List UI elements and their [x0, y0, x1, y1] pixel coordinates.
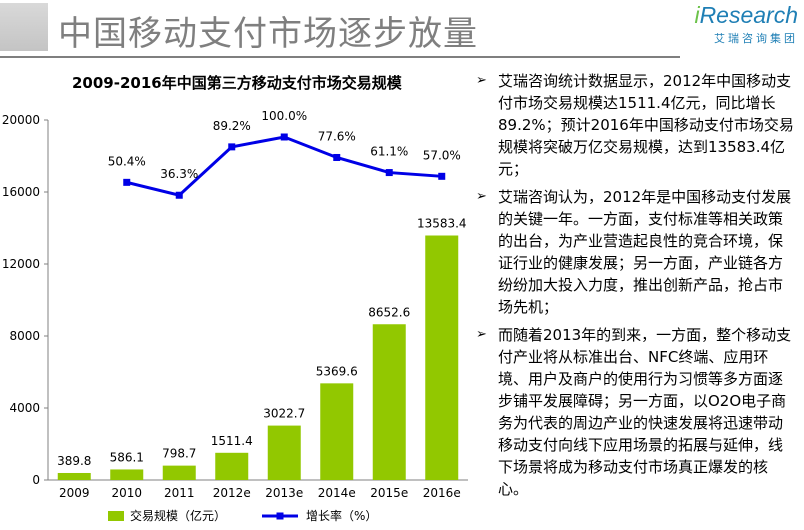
bar — [110, 469, 144, 480]
x-tick-label: 2009 — [59, 486, 90, 500]
transaction-scale-chart: 0 4000 8000 12000 16000 20000 389.8 2009 586.1 20… — [2, 109, 468, 523]
growth-rate-point — [333, 153, 341, 161]
page-title: 中国移动支付市场逐步放量 — [58, 14, 478, 54]
bullet-item: ➢ 艾瑞咨询统计数据显示，2012年中国移动支付市场交易规模达1511.4亿元，… — [476, 70, 794, 180]
x-tick-label: 2012e — [213, 486, 251, 500]
growth-rate-label: 50.4% — [108, 154, 146, 168]
bar-value-label: 5369.6 — [316, 364, 358, 378]
chart-title: 2009-2016年中国第三方移动支付市场交易规模 — [72, 74, 402, 92]
iresearch-logo: iResearch 艾瑞咨询集团 — [668, 2, 798, 52]
y-tick-label: 12000 — [2, 257, 40, 271]
bullet-item: ➢ 艾瑞咨询认为，2012年是中国移动支付发展的关键一年。一方面，支付标准等相关… — [476, 186, 794, 318]
logo-subtitle: 艾瑞咨询集团 — [714, 32, 798, 45]
arrow-bullet-icon: ➢ — [476, 327, 487, 342]
bar-value-label: 13583.4 — [417, 216, 467, 230]
title-divider — [0, 56, 680, 58]
growth-rate-point — [438, 172, 446, 180]
bullet-item: ➢ 而随着2013年的到来，一方面，整个移动支付产业将从标准出台、NFC终端、应… — [476, 324, 794, 500]
logo-research: Research — [699, 2, 798, 28]
y-tick-label: 0 — [32, 473, 40, 487]
legend-bar-label: 交易规模（亿元） — [130, 508, 226, 523]
title-bar: 中国移动支付市场逐步放量 iResearch 艾瑞咨询集团 — [0, 0, 804, 58]
x-tick-label: 2010 — [111, 486, 142, 500]
growth-rate-label: 100.0% — [261, 109, 307, 123]
growth-rate-point — [385, 169, 393, 177]
legend-line-marker — [276, 512, 284, 520]
bar-value-label: 389.8 — [57, 454, 91, 468]
x-tick-label: 2015e — [370, 486, 408, 500]
logo-i: i — [694, 2, 700, 28]
bar — [215, 452, 249, 480]
bullet-text: 而随着2013年的到来，一方面，整个移动支付产业将从标准出台、NFC终端、应用环… — [498, 326, 792, 498]
x-tick-label: 2011 — [164, 486, 195, 500]
bullet-text: 艾瑞咨询认为，2012年是中国移动支付发展的关键一年。一方面，支付标准等相关政策… — [498, 188, 792, 316]
growth-rate-label: 89.2% — [213, 119, 251, 133]
bullet-list: ➢ 艾瑞咨询统计数据显示，2012年中国移动支付市场交易规模达1511.4亿元，… — [476, 70, 794, 506]
bar-value-label: 8652.6 — [368, 305, 410, 319]
bar-value-label: 798.7 — [162, 447, 196, 461]
x-tick-label: 2016e — [423, 486, 461, 500]
legend-bar-swatch — [108, 511, 124, 521]
arrow-bullet-icon: ➢ — [476, 189, 487, 204]
growth-rate-point — [228, 143, 236, 151]
bar-value-label: 3022.7 — [263, 407, 305, 421]
title-accent-block — [0, 3, 48, 51]
logo-wordmark: iResearch — [668, 2, 798, 28]
bar — [267, 425, 301, 480]
y-tick-label: 16000 — [2, 185, 40, 199]
bar — [320, 383, 354, 480]
bar-value-label: 586.1 — [110, 450, 144, 464]
growth-rate-point — [280, 133, 288, 141]
growth-rate-label: 77.6% — [318, 129, 356, 143]
bar — [425, 235, 459, 480]
y-tick-label: 20000 — [2, 113, 40, 127]
growth-rate-label: 57.0% — [423, 148, 461, 162]
bar-value-label: 1511.4 — [211, 434, 253, 448]
arrow-bullet-icon: ➢ — [476, 73, 487, 88]
y-tick-label: 8000 — [9, 329, 40, 343]
growth-rate-point — [175, 191, 183, 199]
growth-rate-label: 36.3% — [160, 167, 198, 181]
x-tick-label: 2013e — [265, 486, 303, 500]
bar — [162, 465, 196, 480]
x-tick-label: 2014e — [318, 486, 356, 500]
growth-rate-label: 61.1% — [370, 145, 408, 159]
bar — [372, 324, 406, 480]
bullet-text: 艾瑞咨询统计数据显示，2012年中国移动支付市场交易规模达1511.4亿元，同比… — [498, 72, 794, 178]
growth-rate-point — [123, 178, 131, 186]
y-tick-label: 4000 — [9, 401, 40, 415]
bar — [57, 472, 91, 480]
legend-line-label: 增长率（%） — [306, 508, 377, 523]
